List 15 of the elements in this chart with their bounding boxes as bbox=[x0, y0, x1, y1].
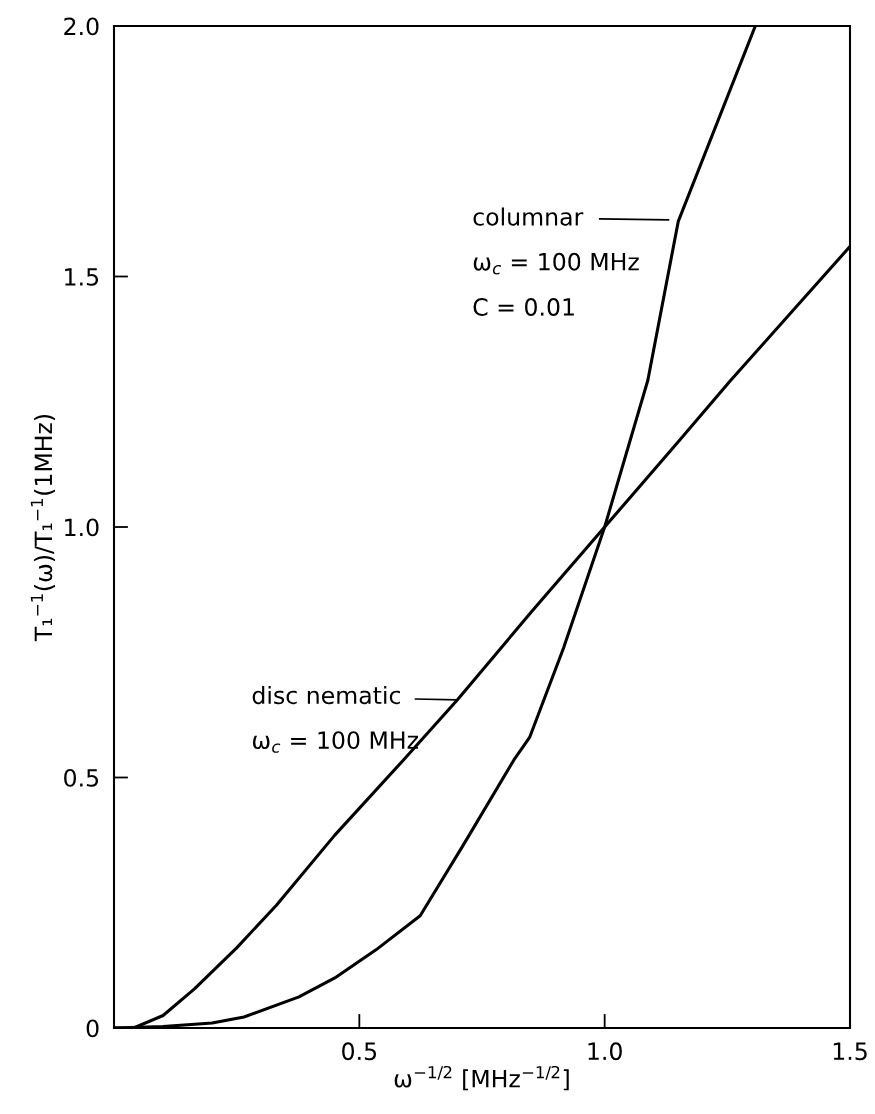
x-tick-label: 1.5 bbox=[833, 1042, 867, 1061]
annotation: ω$_{c}$ = 100 MHz bbox=[473, 252, 639, 275]
x-tick-label: 0.5 bbox=[342, 1042, 377, 1061]
x-tick-label: 1.0 bbox=[588, 1042, 622, 1061]
y-tick-label: 2.0 bbox=[64, 17, 99, 36]
y-tick-label: 1.5 bbox=[65, 268, 99, 286]
y-tick-label: 1.0 bbox=[65, 518, 99, 537]
y-tick-label: 0.5 bbox=[64, 768, 99, 787]
annotation: ω$_{c}$ = 100 MHz bbox=[252, 731, 418, 753]
x-axis-title: ω$^{−1/2}$ [MHz$^{−1/2}$] bbox=[394, 1065, 569, 1091]
annotation: columnar bbox=[473, 207, 584, 226]
y-tick-label: 0 bbox=[86, 1019, 99, 1038]
annotation: disc nematic bbox=[252, 685, 401, 705]
annotation: C = 0.01 bbox=[473, 298, 574, 316]
y-axis-title: T₁$^{−1}$(ω)/T₁$^{−1}$(1MHz) bbox=[30, 414, 56, 642]
